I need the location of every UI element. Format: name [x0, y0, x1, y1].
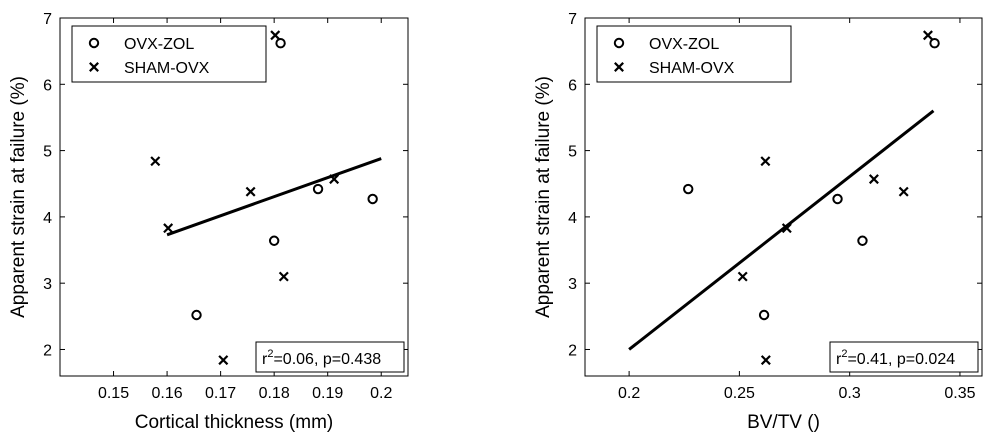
regression-line	[166, 157, 382, 237]
y-tick-label: 2	[568, 342, 577, 359]
data-point	[929, 37, 940, 49]
data-point-stroke	[781, 223, 792, 234]
data-point	[275, 37, 286, 49]
y-axis-label: Apparent strain at failure (%)	[8, 76, 29, 318]
stats-annotation: r2=0.06, p=0.438	[255, 341, 405, 373]
data-point	[150, 156, 161, 167]
y-tick-label: 6	[43, 77, 52, 94]
y-tick-label: 7	[43, 11, 52, 28]
y-tick-label: 3	[43, 276, 52, 293]
data-point-stroke	[218, 355, 229, 366]
stats-box	[829, 341, 979, 373]
data-point	[329, 174, 340, 185]
data-point-stroke	[737, 271, 748, 282]
x-tick-label: 0.2	[370, 385, 392, 402]
data-point-stroke	[245, 186, 256, 197]
x-axis-label: BV/TV ()	[747, 412, 820, 433]
legend: OVX-ZOL SHAM-OVX	[71, 25, 267, 83]
x-tick-label: 0.2	[618, 385, 640, 402]
legend-marker	[613, 37, 625, 49]
data-point-stroke	[760, 355, 771, 366]
data-point	[868, 174, 879, 185]
data-point	[922, 30, 933, 41]
stats-r: r	[836, 351, 842, 368]
y-tick-label: 4	[43, 210, 52, 227]
chart-panel-2: 0.2 0.25 0.3 0.35 2 3 4 5 6 7 BV/TV () Apparent str…	[533, 11, 983, 433]
x-tick-label: 0.16	[152, 385, 183, 402]
series-sham-ovx	[150, 30, 340, 366]
stats-r: r	[262, 351, 268, 368]
data-point	[270, 30, 281, 41]
data-point-stroke	[898, 186, 909, 197]
legend-marker-stroke	[614, 62, 624, 72]
stats-superscript: 2	[267, 348, 273, 360]
data-point	[760, 355, 771, 366]
data-point-stroke	[868, 174, 879, 185]
data-point	[898, 186, 909, 197]
data-point-stroke	[329, 174, 340, 185]
stats-values: =0.41, p=0.024	[847, 351, 955, 368]
data-point	[245, 186, 256, 197]
stats-values: =0.06, p=0.438	[273, 351, 381, 368]
data-point	[832, 193, 843, 205]
stats-superscript: 2	[841, 348, 847, 360]
x-axis-label: Cortical thickness (mm)	[135, 412, 333, 433]
data-point-stroke	[278, 271, 289, 282]
data-point	[191, 309, 202, 321]
data-point	[737, 271, 748, 282]
series-sham-ovx	[737, 30, 933, 366]
legend: OVX-ZOL SHAM-OVX	[596, 25, 792, 83]
y-tick-label: 5	[43, 144, 52, 161]
legend-marker-stroke	[89, 62, 99, 72]
stats-box	[255, 341, 405, 373]
y-tick-label: 4	[568, 210, 577, 227]
x-tick-label: 0.35	[944, 385, 975, 402]
x-tick-label: 0.3	[839, 385, 861, 402]
data-point-stroke	[270, 30, 281, 41]
x-tick-label: 0.25	[724, 385, 755, 402]
legend-box	[71, 25, 267, 83]
data-point	[163, 223, 174, 234]
legend-box	[596, 25, 792, 83]
series-ovx-zol	[191, 37, 378, 321]
stats-text: r2=0.41, p=0.024	[836, 348, 955, 368]
data-point	[758, 309, 770, 321]
data-point	[278, 271, 289, 282]
data-point	[312, 183, 324, 195]
y-tick-label: 6	[568, 77, 577, 94]
data-point	[367, 193, 378, 205]
x-tick-label: 0.18	[259, 385, 290, 402]
data-point-stroke	[150, 156, 161, 167]
y-axis-label: Apparent strain at failure (%)	[533, 76, 554, 318]
y-tick-label: 5	[568, 144, 577, 161]
legend-marker	[89, 62, 99, 72]
x-tick-label: 0.17	[205, 385, 236, 402]
legend-label: OVX-ZOL	[649, 36, 719, 53]
legend-label: SHAM-OVX	[124, 60, 210, 77]
data-point	[781, 223, 792, 234]
data-point	[683, 183, 694, 195]
data-point	[857, 235, 868, 246]
series-ovx-zol	[683, 37, 940, 321]
legend-label: OVX-ZOL	[124, 36, 194, 53]
y-tick-label: 2	[43, 342, 52, 359]
legend-label: SHAM-OVX	[649, 60, 735, 77]
stats-text: r2=0.06, p=0.438	[262, 348, 381, 368]
data-point	[760, 156, 771, 167]
x-tick-label: 0.15	[98, 385, 129, 402]
data-point	[268, 235, 280, 246]
legend-marker	[614, 62, 624, 72]
y-tick-label: 7	[568, 11, 577, 28]
regression-line	[628, 109, 935, 351]
data-point	[218, 355, 229, 366]
y-tick-label: 3	[568, 276, 577, 293]
chart-panel-1: 0.15 0.16 0.17 0.18 0.19 0.2 2 3 4 5 6 7 Cortical th…	[8, 11, 409, 433]
data-point-stroke	[760, 156, 771, 167]
data-point-stroke	[163, 223, 174, 234]
legend-marker	[88, 37, 100, 49]
x-tick-label: 0.19	[312, 385, 343, 402]
data-point-stroke	[922, 30, 933, 41]
stats-annotation: r2=0.41, p=0.024	[829, 341, 979, 373]
